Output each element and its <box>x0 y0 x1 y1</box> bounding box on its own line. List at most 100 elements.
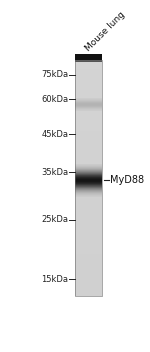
Bar <box>75 111 102 112</box>
Bar <box>75 85 102 86</box>
Bar <box>75 176 102 177</box>
Bar <box>75 208 102 209</box>
Bar <box>75 222 102 224</box>
Bar <box>75 155 102 156</box>
Bar <box>75 200 102 201</box>
Bar <box>75 74 102 75</box>
Bar <box>75 256 102 257</box>
Bar <box>75 253 102 254</box>
Bar <box>75 93 102 94</box>
Bar <box>75 87 102 88</box>
Bar <box>75 277 102 278</box>
Bar <box>75 196 102 197</box>
Bar <box>75 281 102 282</box>
Bar <box>75 133 102 134</box>
Bar <box>75 102 102 103</box>
Bar <box>75 177 102 178</box>
Bar <box>75 124 102 125</box>
Bar <box>75 276 102 277</box>
Bar <box>75 202 102 203</box>
Bar <box>75 272 102 273</box>
Bar <box>75 73 102 74</box>
Bar <box>75 65 102 66</box>
Text: 75kDa: 75kDa <box>41 70 68 79</box>
Bar <box>75 203 102 204</box>
Bar <box>75 190 102 191</box>
Bar <box>75 131 102 132</box>
Bar <box>75 127 102 128</box>
Bar <box>75 96 102 97</box>
Bar <box>75 62 102 63</box>
Bar <box>75 95 102 96</box>
Bar <box>75 220 102 221</box>
Text: MyD88: MyD88 <box>110 175 144 186</box>
Bar <box>75 94 102 95</box>
Bar <box>75 262 102 263</box>
Bar <box>75 146 102 147</box>
Bar <box>75 161 102 162</box>
Bar <box>75 219 102 220</box>
Bar <box>75 152 102 153</box>
Bar <box>75 129 102 130</box>
Bar <box>75 97 102 98</box>
Bar <box>75 150 102 151</box>
Bar <box>75 122 102 123</box>
Bar <box>75 99 102 100</box>
Bar <box>75 285 102 286</box>
Bar <box>75 214 102 215</box>
Bar <box>75 279 102 280</box>
Bar <box>75 193 102 194</box>
Bar <box>75 180 102 181</box>
Bar <box>75 188 102 189</box>
Bar <box>75 82 102 83</box>
Bar <box>75 268 102 269</box>
Bar <box>75 218 102 219</box>
Bar <box>75 166 102 167</box>
Bar <box>75 164 102 165</box>
Bar <box>75 191 102 192</box>
Bar <box>75 100 102 101</box>
Bar <box>75 292 102 293</box>
Bar <box>75 130 102 131</box>
Bar <box>75 104 102 105</box>
Bar <box>75 105 102 106</box>
Bar <box>75 209 102 210</box>
Bar <box>75 283 102 284</box>
Bar <box>75 215 102 216</box>
Bar <box>75 92 102 93</box>
Bar <box>75 160 102 161</box>
Bar <box>75 140 102 141</box>
Bar <box>75 241 102 242</box>
Bar <box>75 258 102 259</box>
Bar <box>75 136 102 137</box>
Bar <box>75 251 102 252</box>
Bar <box>75 154 102 155</box>
Bar <box>75 156 102 157</box>
Bar <box>75 264 102 265</box>
Bar <box>75 109 102 110</box>
Bar <box>75 60 102 61</box>
Bar <box>75 149 102 150</box>
Bar <box>75 293 102 294</box>
Bar <box>75 231 102 232</box>
Bar <box>75 229 102 230</box>
Bar <box>75 159 102 160</box>
Bar <box>75 261 102 262</box>
Bar <box>75 115 102 116</box>
Bar <box>75 113 102 114</box>
Bar <box>75 79 102 80</box>
Bar <box>75 132 102 133</box>
Bar <box>75 103 102 104</box>
Text: 45kDa: 45kDa <box>41 130 68 139</box>
Text: 15kDa: 15kDa <box>41 275 68 284</box>
Bar <box>75 260 102 261</box>
Bar <box>75 162 102 163</box>
Bar <box>75 84 102 85</box>
Bar <box>75 64 102 65</box>
Bar <box>75 242 102 243</box>
Bar <box>75 147 102 148</box>
Bar <box>75 217 102 218</box>
Bar <box>75 168 102 169</box>
Bar <box>75 158 102 159</box>
Bar <box>75 148 102 149</box>
